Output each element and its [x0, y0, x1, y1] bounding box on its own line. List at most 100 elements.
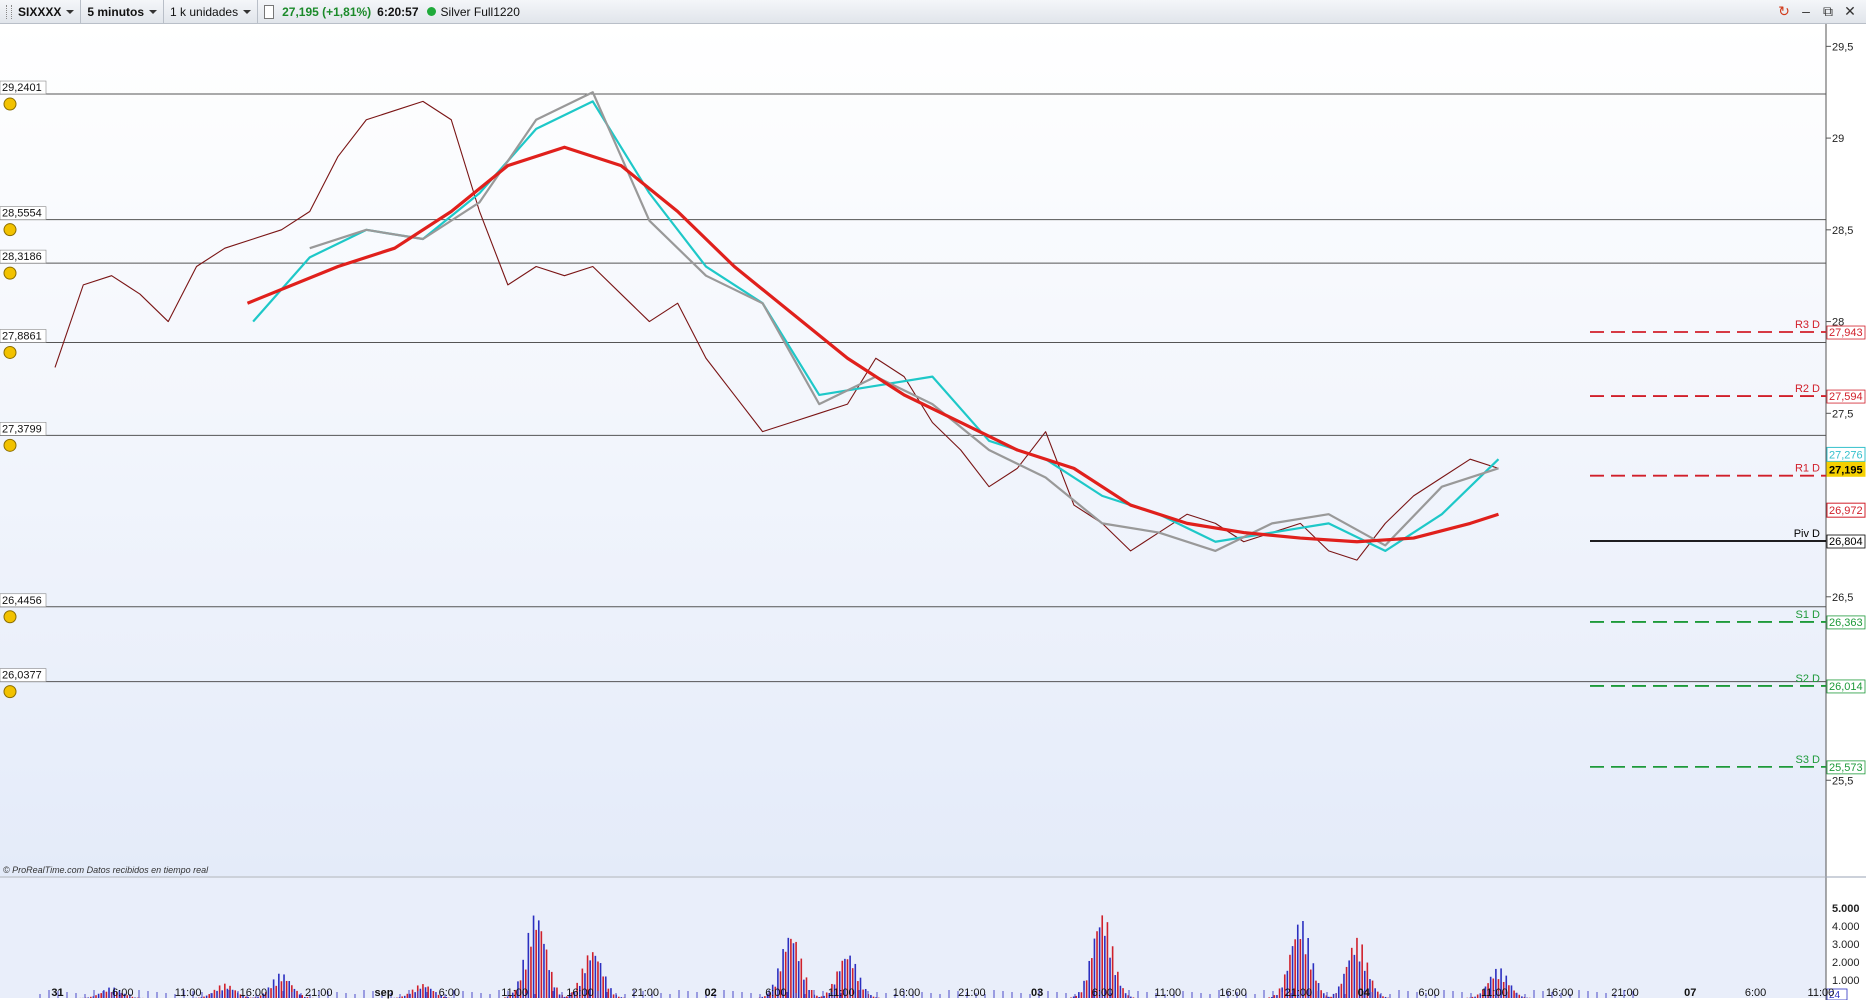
volume-panel-background — [0, 878, 1826, 998]
series-price-line — [54, 100, 1499, 561]
level-label-box — [0, 422, 47, 436]
time-label: 16:00 — [1219, 987, 1247, 999]
alert-bell-icon — [3, 223, 17, 237]
level-label-box — [0, 206, 47, 220]
minimize-icon[interactable]: – — [1802, 3, 1810, 19]
volume-tick-label: 2.000 — [1832, 957, 1860, 969]
window-controls: ↻ – ⧉ ✕ — [1776, 3, 1858, 20]
price-tick-label: 29 — [1832, 133, 1844, 145]
time-label: 6:00 — [439, 987, 460, 999]
price-panel-background — [0, 24, 1826, 876]
time-label: 07 — [1684, 987, 1696, 999]
time-label: 11:00 — [1154, 987, 1181, 999]
footer-text: © ProRealTime.com Datos recibidos en tie… — [3, 865, 209, 875]
pivot-name: S2 D — [1796, 673, 1821, 685]
price-tick-label: 26,5 — [1832, 592, 1853, 604]
price-tick-label: 28 — [1832, 317, 1844, 329]
volume-tick-label: 4.000 — [1832, 921, 1860, 933]
close-icon[interactable]: ✕ — [1844, 3, 1856, 19]
time-label: 31 — [51, 987, 63, 999]
pivot-name: R1 D — [1795, 463, 1820, 475]
time-label: 16:00 — [566, 987, 594, 999]
pivot-value: 26,363 — [1829, 617, 1863, 629]
time-label: 21:00 — [1285, 987, 1313, 999]
time-label: 11:00 — [828, 987, 855, 999]
chart-toggle-icon[interactable] — [264, 4, 275, 19]
time-label: 16:00 — [893, 987, 921, 999]
level-label: 28,3186 — [2, 251, 42, 263]
level-label: 27,3799 — [2, 423, 42, 435]
volume-axis: 5.000 4.000 3.000 2.000 1.000 24 — [1826, 903, 1860, 1000]
axis-tag-value: 27,195 — [1829, 464, 1863, 476]
pivot-name: Piv D — [1794, 528, 1820, 540]
alert-bell-icon — [3, 97, 17, 111]
series-ma-slow-line — [309, 91, 1499, 553]
pivot-tag — [1826, 760, 1866, 775]
price-axis: 29,5 29 28,5 28 27,5 26,5 25,5 — [1826, 41, 1853, 787]
refresh-icon[interactable]: ↻ — [1778, 3, 1790, 19]
level-label: 26,0377 — [2, 670, 42, 682]
volume-bars — [39, 915, 1634, 998]
time-label: sep — [375, 987, 394, 999]
time-label: 04 — [1358, 987, 1371, 999]
time-label: 21:00 — [1611, 987, 1639, 999]
level-label-box — [0, 593, 47, 608]
pivot-tag — [1826, 615, 1866, 630]
volume-last-tag — [1826, 988, 1848, 1000]
chevron-down-icon — [149, 9, 158, 14]
pivot-tag — [1826, 534, 1866, 549]
price-tick-label: 28,5 — [1832, 225, 1853, 237]
pivot-levels: R3 D 27,943 R2 D 27,594 R1 D Piv D 26,804 S1 D 2… — [1590, 319, 1866, 775]
axis-tag-box — [1826, 502, 1866, 518]
status-dot-icon — [426, 7, 436, 16]
time-label: 6:00 — [765, 987, 786, 999]
axis-tag-box — [1826, 461, 1866, 477]
alert-bell-icon — [3, 345, 17, 359]
pivot-value: 27,594 — [1829, 391, 1863, 403]
status-label: Silver Full1220 — [440, 4, 520, 19]
price-change: 27,195 (+1,81%) — [282, 4, 372, 19]
symbol-selector[interactable]: SIXXXX — [0, 0, 82, 23]
axis-tag-box — [1826, 446, 1866, 462]
restore-icon[interactable]: ⧉ — [1823, 3, 1833, 19]
alert-bell-icon — [3, 685, 17, 699]
pivot-name: S3 D — [1796, 754, 1821, 766]
level-label-box — [0, 668, 47, 682]
level-label-box — [0, 80, 47, 95]
level-label: 28,5554 — [2, 208, 42, 220]
time-label: 11:00 — [501, 987, 528, 999]
series-ma-fast-line — [252, 100, 1500, 553]
time-label: 11:00 — [1481, 987, 1508, 999]
alert-bell-icon — [3, 438, 17, 452]
axis-tag-value: 27,276 — [1829, 449, 1863, 461]
alert-bell-icon — [3, 266, 17, 280]
price-chart[interactable]: 29,2401 28,5554 28,3186 27,8861 27,3799 26,44… — [0, 24, 1866, 1000]
units-selector[interactable]: 1 k unidades — [164, 0, 259, 23]
time-label: 21:00 — [632, 987, 660, 999]
time-label: 11:00 — [1808, 987, 1835, 999]
price-tick-label: 27,5 — [1832, 408, 1853, 420]
quote-status: 27,195 (+1,81%) 6:20:57 Silver Full1220 — [258, 0, 526, 23]
pivot-value: 26,804 — [1829, 536, 1863, 548]
time-label: 6:00 — [1418, 987, 1439, 999]
time-label: 6:00 — [1745, 987, 1766, 999]
time-label: 16:00 — [1546, 987, 1574, 999]
pivot-tag — [1826, 389, 1866, 404]
volume-last-value: 24 — [1829, 990, 1841, 1000]
chevron-down-icon — [243, 9, 252, 14]
time-label: 21:00 — [305, 987, 333, 999]
price-series — [54, 91, 1500, 561]
symbol-label: SIXXXX — [18, 4, 62, 19]
timeframe-selector[interactable]: 5 minutos — [81, 0, 165, 23]
volume-tick-label: 3.000 — [1832, 939, 1860, 951]
time-axis: 31 6:00 11:00 16:00 21:00 sep 6:00 11:00 16:00 21… — [51, 987, 1835, 999]
series-ma-long-line — [246, 145, 1499, 544]
pivot-name: R3 D — [1795, 319, 1820, 331]
time-label: 16:00 — [240, 987, 268, 999]
level-label-box — [0, 329, 47, 343]
axis-tags: 27,276 27,195 26,972 — [1826, 446, 1866, 518]
chevron-down-icon — [66, 9, 75, 14]
level-label-box — [0, 249, 47, 264]
pivot-value: 25,573 — [1829, 762, 1863, 774]
units-label: 1 k unidades — [170, 4, 239, 19]
